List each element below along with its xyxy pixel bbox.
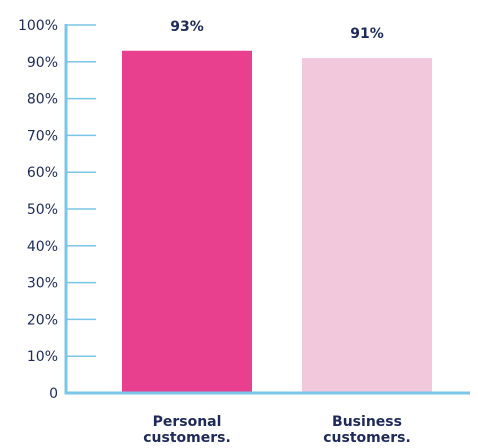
y-tick-label: 60% [27,165,58,181]
category-label: customers. [323,430,411,446]
category-label: Business [332,414,402,430]
bar-0 [122,50,252,393]
bar-1 [302,58,432,394]
y-tick-label: 20% [27,312,58,328]
value-labels: 93% 91% [170,19,384,42]
y-tick-label: 80% [27,92,58,108]
y-axis-ticks: 0 10% 20% 30% 40% 50% 60% 70% 80% 90% 100% [18,18,96,402]
y-tick-label: 100% [18,18,58,34]
y-tick-label: 0 [49,386,58,402]
y-tick-label: 90% [27,55,58,71]
bar-value-label: 93% [170,19,204,35]
bar-value-label: 91% [350,26,384,42]
y-tick-label: 50% [27,202,58,218]
y-tick-label: 70% [27,128,58,144]
bars [122,50,432,394]
category-label: Personal [153,414,222,430]
y-tick-label: 10% [27,349,58,365]
category-label: customers. [143,430,231,446]
y-tick-label: 40% [27,239,58,255]
y-tick-label: 30% [27,276,58,292]
